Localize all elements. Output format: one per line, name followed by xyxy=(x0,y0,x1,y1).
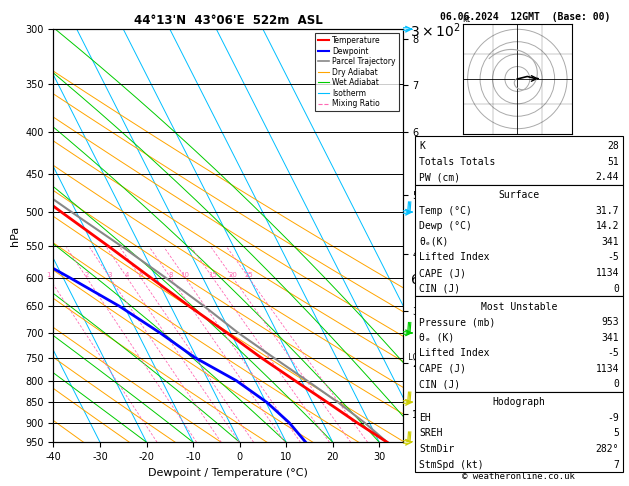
Text: 25: 25 xyxy=(244,272,253,278)
Text: SREH: SREH xyxy=(419,429,442,438)
Text: kt: kt xyxy=(463,15,470,24)
Text: 5: 5 xyxy=(138,272,143,278)
Text: -5: -5 xyxy=(607,348,619,358)
Text: © weatheronline.co.uk: © weatheronline.co.uk xyxy=(462,472,576,481)
Text: ≡: ≡ xyxy=(402,437,409,447)
Text: 0: 0 xyxy=(613,380,619,389)
Text: 7: 7 xyxy=(613,460,619,469)
Text: Lifted Index: Lifted Index xyxy=(419,253,489,262)
Text: Temp (°C): Temp (°C) xyxy=(419,206,472,216)
Text: CAPE (J): CAPE (J) xyxy=(419,364,466,374)
Text: ≡: ≡ xyxy=(402,24,409,34)
Text: 2.44: 2.44 xyxy=(596,173,619,182)
Text: 31.7: 31.7 xyxy=(596,206,619,216)
Y-axis label: hPa: hPa xyxy=(9,226,19,246)
Text: CIN (J): CIN (J) xyxy=(419,284,460,294)
Text: 20: 20 xyxy=(228,272,237,278)
Legend: Temperature, Dewpoint, Parcel Trajectory, Dry Adiabat, Wet Adiabat, Isotherm, Mi: Temperature, Dewpoint, Parcel Trajectory… xyxy=(314,33,399,111)
X-axis label: Dewpoint / Temperature (°C): Dewpoint / Temperature (°C) xyxy=(148,468,308,478)
Text: Dewp (°C): Dewp (°C) xyxy=(419,222,472,231)
Text: 341: 341 xyxy=(601,237,619,247)
Text: 4: 4 xyxy=(125,272,129,278)
Text: Totals Totals: Totals Totals xyxy=(419,157,495,167)
Text: ≡: ≡ xyxy=(402,207,409,217)
Text: ≡: ≡ xyxy=(402,398,409,407)
Text: θₑ(K): θₑ(K) xyxy=(419,237,448,247)
Text: Hodograph: Hodograph xyxy=(493,398,545,407)
Text: 06.06.2024  12GMT  (Base: 00): 06.06.2024 12GMT (Base: 00) xyxy=(440,12,610,22)
Text: Surface: Surface xyxy=(498,191,540,200)
Text: StmSpd (kt): StmSpd (kt) xyxy=(419,460,484,469)
Text: 1: 1 xyxy=(47,272,51,278)
Text: StmDir: StmDir xyxy=(419,444,454,454)
Text: 2: 2 xyxy=(84,272,89,278)
Text: 1134: 1134 xyxy=(596,268,619,278)
Text: Most Unstable: Most Unstable xyxy=(481,302,557,312)
Text: 14.2: 14.2 xyxy=(596,222,619,231)
Text: 5: 5 xyxy=(613,429,619,438)
Text: K: K xyxy=(419,141,425,151)
Text: 282°: 282° xyxy=(596,444,619,454)
Text: -9: -9 xyxy=(607,413,619,423)
Text: θₑ (K): θₑ (K) xyxy=(419,333,454,343)
Text: Lifted Index: Lifted Index xyxy=(419,348,489,358)
Text: -5: -5 xyxy=(607,253,619,262)
Text: 15: 15 xyxy=(208,272,217,278)
Text: 3: 3 xyxy=(108,272,112,278)
Text: ≡: ≡ xyxy=(402,328,409,338)
Text: CAPE (J): CAPE (J) xyxy=(419,268,466,278)
Text: LCL: LCL xyxy=(406,353,422,362)
Text: 341: 341 xyxy=(601,333,619,343)
Text: Mixing Ratio (g/kg): Mixing Ratio (g/kg) xyxy=(447,193,456,278)
Title: 44°13'N  43°06'E  522m  ASL: 44°13'N 43°06'E 522m ASL xyxy=(133,14,323,27)
Text: 10: 10 xyxy=(181,272,189,278)
Text: 1134: 1134 xyxy=(596,364,619,374)
Text: 51: 51 xyxy=(607,157,619,167)
Text: 953: 953 xyxy=(601,317,619,327)
Text: Pressure (mb): Pressure (mb) xyxy=(419,317,495,327)
Text: EH: EH xyxy=(419,413,431,423)
Text: 8: 8 xyxy=(168,272,173,278)
Text: PW (cm): PW (cm) xyxy=(419,173,460,182)
Text: CIN (J): CIN (J) xyxy=(419,380,460,389)
Y-axis label: km
ASL: km ASL xyxy=(469,225,487,246)
Text: 0: 0 xyxy=(613,284,619,294)
Text: 28: 28 xyxy=(607,141,619,151)
